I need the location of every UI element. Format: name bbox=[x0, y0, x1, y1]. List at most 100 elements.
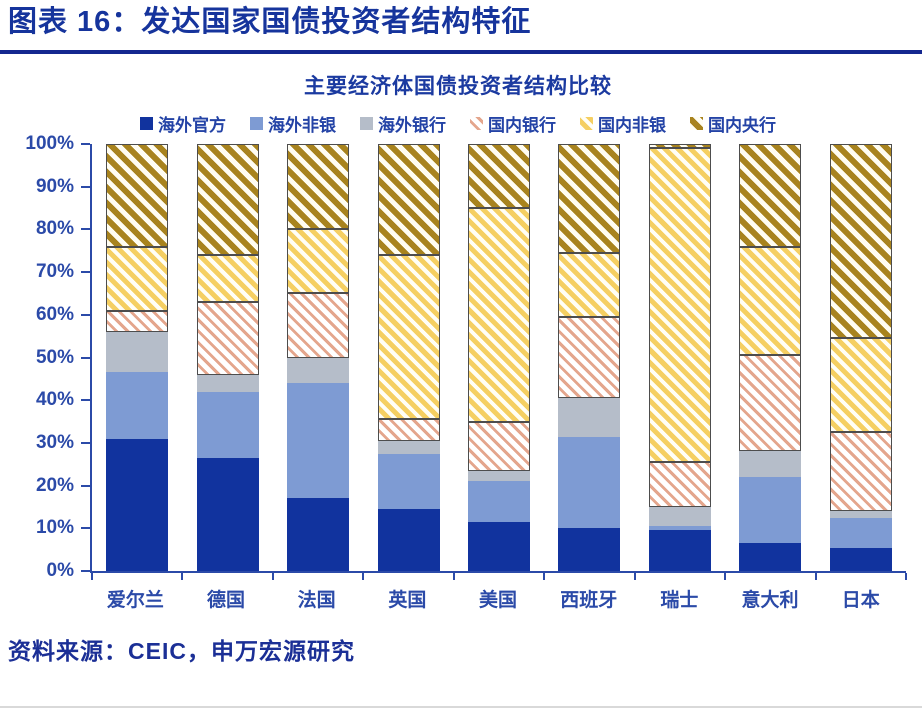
bar-segment bbox=[377, 419, 440, 441]
bar-segment bbox=[377, 144, 440, 256]
y-tick-mark bbox=[81, 570, 90, 572]
legend-label: 国内银行 bbox=[488, 115, 556, 135]
bar-slot bbox=[635, 144, 725, 571]
bar-segment bbox=[739, 477, 802, 544]
bar-segment bbox=[287, 498, 350, 571]
y-tick-label: 80% bbox=[35, 218, 74, 240]
bar-segment bbox=[467, 470, 530, 482]
bar-segment bbox=[648, 530, 711, 571]
y-tick-label: 40% bbox=[35, 389, 74, 411]
stacked-bar bbox=[196, 144, 259, 571]
bar-segment bbox=[287, 383, 350, 499]
bar-slot bbox=[725, 144, 815, 571]
bar-segment bbox=[377, 440, 440, 454]
bar-segment bbox=[467, 208, 530, 422]
bar-segment bbox=[106, 331, 169, 373]
bar-slot bbox=[92, 144, 182, 571]
y-tick-label: 10% bbox=[35, 517, 74, 539]
bar-segment bbox=[196, 391, 259, 458]
y-tick-mark bbox=[81, 143, 90, 145]
chart: 主要经济体国债投资者结构比较 海外官方 海外非银 海外银行 国内银行 国内非银 国内央行 … bbox=[0, 54, 922, 612]
bar-segment bbox=[196, 302, 259, 375]
x-tick-label: 法国 bbox=[297, 590, 336, 611]
x-tick-label: 日本 bbox=[841, 590, 880, 611]
y-tick-mark bbox=[81, 441, 90, 444]
x-tick-mark bbox=[633, 573, 636, 580]
stacked-bar bbox=[287, 144, 350, 571]
y-tick-mark bbox=[81, 271, 90, 274]
bar-segment bbox=[739, 355, 802, 452]
bar-segment bbox=[196, 374, 259, 392]
y-tick-label: 60% bbox=[35, 303, 74, 325]
x-axis-labels: 爱尔兰 德国 法国 英国 美国 西班牙 瑞士 意大利 日本 bbox=[90, 585, 906, 612]
bar-segment bbox=[287, 229, 350, 294]
x-tick-mark bbox=[724, 573, 727, 580]
bar-segment bbox=[196, 144, 259, 256]
bar-segment bbox=[106, 246, 169, 311]
figure-title: 图表 16：发达国家国债投资者结构特征 bbox=[8, 6, 532, 38]
source-text: 资料来源：CEIC，申万宏源研究 bbox=[8, 638, 355, 664]
bar-segment bbox=[558, 528, 621, 571]
x-tick-mark bbox=[362, 573, 365, 580]
chart-legend: 海外官方 海外非银 海外银行 国内银行 国内非银 国内央行 bbox=[10, 110, 906, 136]
y-tick-label: 30% bbox=[35, 431, 74, 453]
legend-item: 海外官方 bbox=[140, 111, 226, 136]
bar-segment bbox=[287, 144, 350, 230]
bar-segment bbox=[829, 547, 892, 571]
bar-segment bbox=[739, 144, 802, 247]
plot-area bbox=[90, 144, 907, 580]
stacked-bar bbox=[739, 144, 802, 571]
stacked-bar bbox=[558, 144, 621, 571]
bar-segment bbox=[648, 506, 711, 527]
bar-segment bbox=[739, 246, 802, 356]
y-tick-label: 100% bbox=[25, 133, 74, 154]
bar-segment bbox=[648, 144, 711, 149]
bar-segment bbox=[106, 438, 169, 571]
legend-swatch-icon bbox=[580, 116, 593, 130]
bar-segment bbox=[829, 338, 892, 433]
legend-item: 国内银行 bbox=[470, 111, 556, 136]
bar-segment bbox=[558, 316, 621, 399]
bar-slot bbox=[182, 144, 272, 571]
legend-label: 海外非银 bbox=[268, 115, 336, 135]
legend-label: 海外官方 bbox=[158, 115, 226, 135]
y-tick-label: 50% bbox=[35, 346, 74, 368]
bar-segment bbox=[739, 451, 802, 478]
bar-segment bbox=[106, 310, 169, 332]
legend-swatch-icon bbox=[360, 116, 373, 130]
bar-segment bbox=[739, 543, 802, 571]
x-tick-label: 瑞士 bbox=[660, 590, 699, 611]
y-tick-mark bbox=[81, 527, 90, 530]
bar-segment bbox=[558, 436, 621, 529]
bar-segment bbox=[467, 144, 530, 209]
y-tick-label: 90% bbox=[35, 175, 74, 197]
bar-segment bbox=[196, 255, 259, 303]
bar-slot bbox=[273, 144, 363, 571]
bar-segment bbox=[648, 148, 711, 463]
legend-label: 国内非银 bbox=[598, 115, 666, 135]
y-tick-mark bbox=[81, 356, 90, 359]
legend-item: 海外非银 bbox=[250, 111, 336, 136]
y-tick-mark bbox=[81, 185, 90, 188]
bar-segment bbox=[377, 255, 440, 420]
bar-segment bbox=[377, 453, 440, 510]
bar-segment bbox=[648, 462, 711, 507]
bar-segment bbox=[467, 421, 530, 471]
bar-segment bbox=[106, 372, 169, 439]
bar-slot bbox=[816, 144, 906, 571]
y-axis: 0% 10% 20% 30% 40% 50% 60% 70% 80% 90% 100% bbox=[10, 134, 90, 581]
bar-segment bbox=[287, 357, 350, 384]
y-tick-mark bbox=[81, 228, 90, 231]
legend-label: 国内央行 bbox=[708, 115, 776, 135]
bar-segment bbox=[829, 511, 892, 518]
stacked-bar bbox=[106, 144, 169, 571]
bar-segment bbox=[829, 432, 892, 512]
x-tick-label: 英国 bbox=[388, 590, 427, 611]
x-tick-mark bbox=[91, 573, 93, 580]
source-row: 资料来源：CEIC，申万宏源研究 bbox=[0, 612, 922, 666]
bar-segment bbox=[558, 144, 621, 253]
legend-swatch-icon bbox=[470, 116, 483, 130]
x-tick-label: 爱尔兰 bbox=[106, 590, 164, 611]
bar-segment bbox=[287, 293, 350, 358]
y-tick-label: 0% bbox=[46, 560, 74, 581]
